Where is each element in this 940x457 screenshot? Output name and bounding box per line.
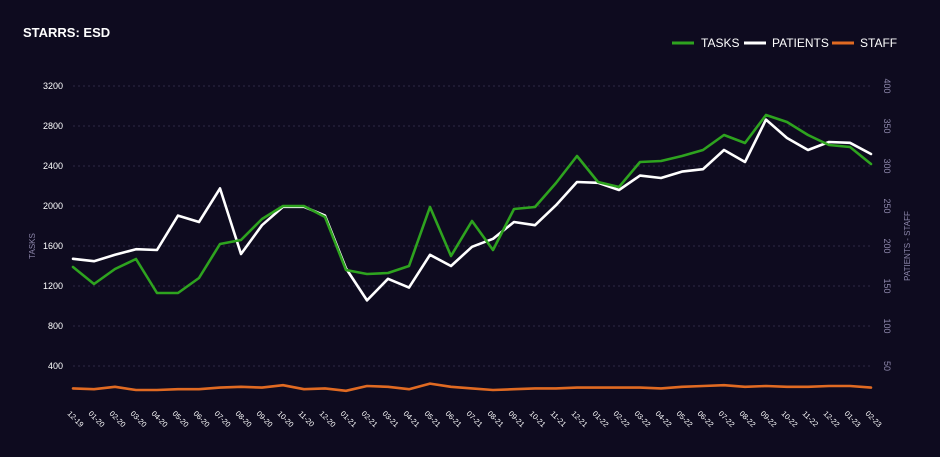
x-tick-label: 11-21 [549,409,569,429]
y-tick-right: 150 [882,278,892,293]
series-line-tasks [71,113,873,295]
x-tick-label: 11-22 [801,409,821,429]
y-tick-right: 350 [882,118,892,133]
x-tick-label: 01-22 [591,409,611,429]
left-axis: 400 800 1200 1600 2000 2400 2800 3200 [43,81,63,371]
x-tick-label: 11-20 [297,409,317,429]
y-tick-left: 2400 [43,161,63,171]
y-tick-left: 2800 [43,121,63,131]
y-tick-left: 2000 [43,201,63,211]
y-tick-left: 1200 [43,281,63,291]
y-tick-left: 400 [48,361,63,371]
chart-title: STARRS: ESD [23,25,110,40]
right-axis: 50 100 150 200 250 300 350 400 [882,78,892,371]
x-tick-label: 06-22 [696,409,716,429]
y-tick-right: 300 [882,158,892,173]
y-tick-right: 400 [882,78,892,93]
legend-label-patients: PATIENTS [772,36,829,50]
grid [73,85,871,367]
y-tick-right: 100 [882,318,892,333]
y-axis-label-right: PATIENTS - STAFF [903,211,912,281]
x-tick-label: 06-21 [444,409,464,429]
y-tick-right: 50 [882,361,892,371]
x-tick-label: 07-22 [717,409,737,429]
x-tick-label: 07-21 [465,409,485,429]
y-tick-left: 800 [48,321,63,331]
x-tick-label: 07-20 [213,409,233,429]
y-axis-label-left: TASKS [28,233,37,259]
x-tick-label: 09-21 [507,409,527,429]
x-tick-label: 03-20 [129,409,149,429]
x-tick-label: 04-22 [654,409,674,429]
legend-label-staff: STAFF [860,36,897,50]
x-tick-label: 05-20 [171,409,191,429]
x-tick-label: 02-23 [864,409,884,429]
x-tick-label: 01-20 [87,409,107,429]
x-tick-label: 08-21 [486,409,506,429]
x-tick-label: 03-21 [381,409,401,429]
x-tick-label: 05-22 [675,409,695,429]
x-tick-label: 03-22 [633,409,653,429]
x-tick-label: 02-21 [360,409,380,429]
x-tick-label: 04-21 [402,409,422,429]
x-tick-label: 08-22 [738,409,758,429]
x-tick-label: 02-22 [612,409,632,429]
x-tick-label: 09-20 [255,409,275,429]
x-axis: 12-19 01-20 02-20 03-20 04-20 05-20 06-20 07-20… [66,409,884,429]
legend-label-tasks: TASKS [701,36,739,50]
x-tick-label: 10-21 [528,409,548,429]
legend: TASKS PATIENTS STAFF [672,36,897,50]
y-tick-right: 250 [882,198,892,213]
y-tick-right: 200 [882,238,892,253]
x-tick-label: 12-20 [318,409,338,429]
x-tick-label: 01-21 [339,409,359,429]
y-tick-left: 1600 [43,241,63,251]
x-tick-label: 01-23 [843,409,863,429]
x-tick-label: 09-22 [759,409,779,429]
x-tick-label: 12-21 [570,409,590,429]
x-tick-label: 10-20 [276,409,296,429]
x-tick-label: 12-19 [66,409,86,429]
x-tick-label: 05-21 [423,409,443,429]
series-line-staff [71,382,873,393]
x-tick-label: 06-20 [192,409,212,429]
x-tick-label: 04-20 [150,409,170,429]
x-tick-label: 08-20 [234,409,254,429]
y-tick-left: 3200 [43,81,63,91]
x-tick-label: 02-20 [108,409,128,429]
series-lines [71,113,873,393]
x-tick-label: 10-22 [780,409,800,429]
series-line-patients [71,118,873,302]
x-tick-label: 12-22 [822,409,842,429]
